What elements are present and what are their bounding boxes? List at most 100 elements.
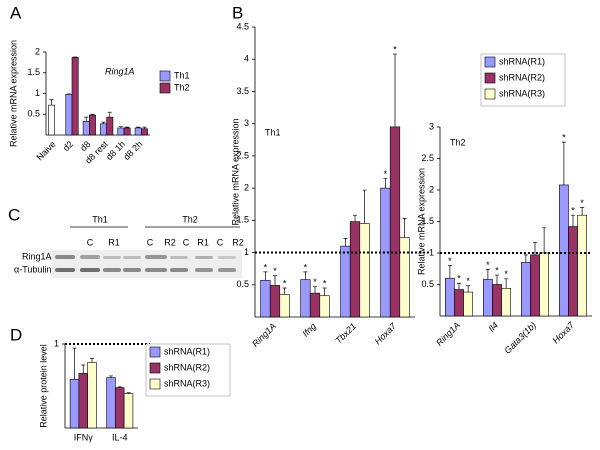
- y-tick-label: 1.5: [421, 216, 434, 226]
- bar: [141, 128, 148, 136]
- annotation: Th2: [450, 137, 466, 147]
- bar: [106, 116, 114, 136]
- annotation: Th1: [265, 127, 281, 137]
- y-tick-label: 1.5: [236, 215, 249, 225]
- significance: *: [580, 198, 584, 208]
- y-tick-label: 3: [244, 118, 249, 128]
- significance: *: [384, 169, 388, 179]
- panel-label: C: [8, 205, 20, 224]
- significance: *: [504, 269, 508, 279]
- significance: *: [495, 265, 499, 275]
- y-tick-label: 0.5: [27, 109, 40, 119]
- x-tick-label: Ring1A: [434, 320, 462, 348]
- row-label: Ring1A: [22, 251, 52, 261]
- x-tick-label: d8 1h: [104, 139, 127, 162]
- legend-swatch: [149, 346, 161, 358]
- bar: [319, 295, 330, 318]
- error-bar: [313, 286, 317, 294]
- bands: [55, 255, 236, 272]
- bar: [463, 291, 473, 317]
- lane-label: R1: [108, 237, 120, 247]
- error-bar: [142, 126, 147, 129]
- lane-label: C: [183, 237, 190, 247]
- x-tick-label: d8 2h: [121, 139, 144, 162]
- legend-label: Th1: [174, 70, 190, 80]
- legend-swatch: [484, 72, 496, 84]
- significance: *: [466, 276, 470, 286]
- significance: *: [273, 266, 277, 276]
- bar: [530, 254, 540, 317]
- bar: [115, 387, 125, 429]
- bar: [260, 279, 271, 318]
- bar: [445, 277, 455, 317]
- significance: *: [264, 262, 268, 272]
- error-bar: [136, 126, 141, 128]
- y-tick-label: 3.5: [236, 86, 249, 96]
- error-bar: [466, 285, 471, 293]
- legend-label: Th2: [174, 82, 190, 92]
- y-tick-label: 1: [35, 88, 40, 98]
- error-bar: [485, 269, 490, 280]
- lane-label: C: [147, 237, 154, 247]
- x-tick-label: IFNγ: [74, 432, 93, 442]
- legend-label: shRNA(R1): [164, 346, 210, 356]
- error-bar: [303, 271, 308, 280]
- error-bar: [90, 357, 95, 363]
- error-bar: [580, 207, 585, 216]
- error-bar: [322, 287, 327, 296]
- error-bar: [282, 287, 287, 295]
- western-blot: Th1 Th2 C R1 C R2 C R1 C R2 Ring1A α-Tub…: [14, 214, 244, 278]
- y-tick-label: 2.5: [236, 150, 249, 160]
- error-bar: [533, 241, 537, 255]
- error-bar: [273, 275, 277, 286]
- bar: [71, 57, 79, 136]
- significance: *: [304, 262, 308, 272]
- error-bar: [402, 218, 407, 238]
- legend-swatch: [484, 88, 496, 100]
- x-tick-label: d2: [61, 139, 75, 153]
- error-bar: [84, 116, 89, 122]
- y-tick-label: 3: [429, 121, 434, 131]
- x-tick-label: Ring1A: [250, 321, 278, 349]
- error-bar: [118, 126, 123, 128]
- bar: [359, 223, 370, 318]
- error-bar: [49, 99, 54, 106]
- bar: [87, 362, 97, 429]
- bar: [100, 123, 107, 136]
- panel-label: A: [10, 3, 22, 22]
- lane-label: R1: [197, 237, 209, 247]
- blot-background: [52, 250, 242, 278]
- bar: [539, 252, 549, 317]
- error-bar: [101, 121, 106, 124]
- bar: [340, 245, 351, 318]
- lane-label: R2: [232, 237, 244, 247]
- annotation: Ring1A: [105, 66, 135, 76]
- bar: [269, 285, 281, 318]
- y-tick-label: 4: [244, 54, 249, 64]
- bar: [577, 214, 587, 317]
- lane-label: R2: [164, 237, 176, 247]
- error-bar: [126, 392, 131, 394]
- y-axis-label: Relative mRNA expression: [8, 40, 18, 147]
- error-bar: [107, 111, 112, 118]
- lane-label: C: [87, 237, 94, 247]
- error-bar: [117, 386, 122, 388]
- legend-label: shRNA(R3): [164, 378, 210, 388]
- y-tick-label: 2: [35, 46, 40, 56]
- error-bar: [571, 214, 575, 227]
- significance: *: [283, 278, 287, 288]
- significance: *: [571, 206, 575, 216]
- error-bar: [447, 265, 452, 279]
- significance: *: [486, 260, 490, 270]
- error-bar: [495, 274, 499, 285]
- y-tick-label: 1: [244, 247, 249, 257]
- bar: [69, 378, 80, 429]
- error-bar: [523, 254, 528, 263]
- error-bar: [81, 364, 86, 374]
- y-tick-label: 2: [244, 182, 249, 192]
- error-bar: [353, 214, 357, 222]
- bar: [65, 94, 73, 136]
- error-bar: [457, 282, 461, 290]
- y-tick-label: 4.5: [236, 21, 249, 31]
